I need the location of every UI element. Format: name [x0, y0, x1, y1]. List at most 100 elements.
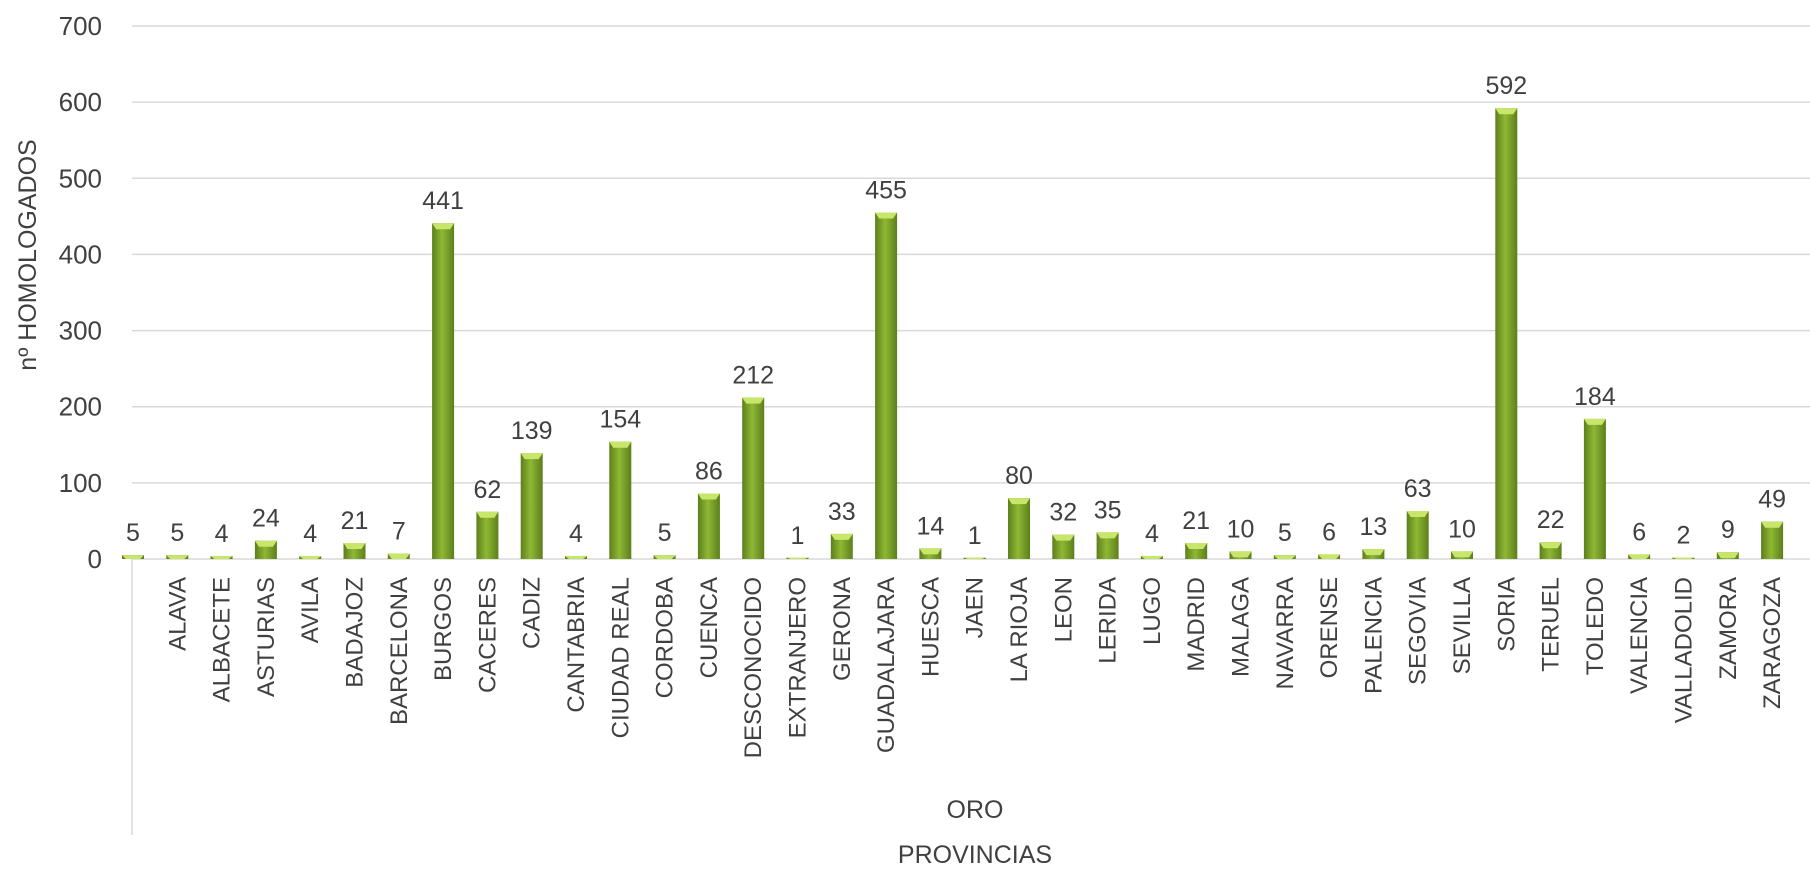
bar	[653, 555, 676, 559]
bar-body	[476, 511, 499, 559]
x-tick-label: ALBACETE	[209, 577, 236, 702]
gridlines	[132, 25, 1810, 560]
y-tick-label: 500	[59, 163, 102, 193]
bar-body	[830, 533, 853, 559]
data-label: 4	[569, 520, 583, 548]
bar-cap	[1583, 418, 1606, 425]
category-group-label: ORO	[947, 796, 1004, 824]
bar	[1229, 551, 1252, 559]
x-tick-label: BADAJOZ	[342, 577, 369, 688]
data-label: 5	[170, 519, 184, 547]
x-tick-label: CANTABRIA	[563, 577, 590, 713]
data-label: 10	[1227, 515, 1255, 543]
bar-cap	[1273, 555, 1296, 559]
x-tick-label: HUESCA	[917, 577, 944, 677]
bar-cap	[1716, 552, 1739, 559]
x-tick-label: DESCONOCIDO	[740, 577, 767, 758]
x-tick-label: CACERES	[474, 577, 501, 693]
bar-cap	[1539, 542, 1562, 549]
x-tick-label: ALAVA	[164, 577, 191, 651]
bar-cap	[1628, 554, 1651, 559]
bar-cap	[1140, 555, 1163, 559]
bar	[1716, 552, 1739, 559]
bar	[1583, 418, 1606, 559]
x-tick-label: GERONA	[829, 577, 856, 681]
bar-cap	[1495, 108, 1518, 115]
data-label: 212	[732, 362, 774, 390]
bar	[210, 555, 233, 559]
bar	[299, 555, 322, 559]
bar	[875, 212, 898, 560]
y-tick-label: 700	[59, 11, 102, 41]
bar-cap	[609, 441, 632, 448]
x-tick-label: LERIDA	[1095, 577, 1122, 664]
y-tick-label: 400	[59, 239, 102, 269]
bar-body	[609, 441, 632, 559]
x-tick-label: VALENCIA	[1626, 577, 1653, 694]
data-label: 4	[1145, 520, 1159, 548]
bar	[1362, 549, 1385, 559]
data-label: 21	[341, 507, 369, 535]
bar-cap	[875, 212, 898, 219]
bar-cap	[742, 397, 765, 404]
data-label: 455	[865, 177, 907, 205]
data-label: 5	[1278, 519, 1292, 547]
data-label: 10	[1448, 515, 1476, 543]
bar	[1495, 108, 1518, 559]
data-label: 35	[1094, 496, 1122, 524]
data-label: 2	[1677, 521, 1691, 549]
bar-cap	[963, 557, 986, 559]
data-label: 154	[599, 406, 641, 434]
bar	[254, 540, 277, 559]
bar-body	[432, 223, 455, 559]
x-tick-label: MADRID	[1183, 577, 1210, 672]
data-label: 5	[126, 519, 140, 547]
x-tick-label: PALENCIA	[1360, 577, 1387, 694]
data-label: 5	[658, 519, 672, 547]
bar	[1318, 554, 1341, 559]
bar-body	[1406, 511, 1429, 559]
bar-cap	[254, 540, 277, 547]
bar	[742, 397, 765, 559]
bar-cap	[1008, 498, 1030, 505]
data-label: 24	[252, 505, 280, 533]
bar-cap	[387, 553, 410, 559]
x-tick-label: CUENCA	[696, 577, 723, 678]
bar-cap	[1761, 521, 1784, 528]
bar-cap	[1229, 551, 1252, 558]
y-axis-title: nº HOMOLOGADOS	[14, 139, 42, 370]
data-label: 80	[1005, 462, 1033, 490]
x-tick-label: TOLEDO	[1582, 577, 1609, 675]
data-label: 4	[215, 520, 229, 548]
data-label: 1	[968, 522, 982, 550]
bar	[1628, 554, 1651, 559]
bar	[387, 553, 410, 559]
bar	[697, 493, 720, 559]
x-tick-label: CADIZ	[519, 577, 546, 649]
bar	[1140, 555, 1163, 559]
x-tick-label: JAEN	[962, 577, 989, 638]
bar-cap	[299, 555, 322, 559]
bar	[786, 557, 809, 559]
x-tick-label: SORIA	[1493, 577, 1520, 652]
bar	[520, 453, 543, 559]
data-label: 6	[1322, 518, 1336, 546]
bar-body	[1761, 521, 1784, 559]
bar	[565, 555, 587, 559]
x-tick-label: ZARAGOZA	[1759, 577, 1786, 709]
bar	[1672, 557, 1695, 559]
bar-body	[1052, 534, 1075, 559]
bar-body	[1495, 108, 1518, 559]
data-label: 139	[511, 417, 553, 445]
x-tick-label: ZAMORA	[1715, 577, 1742, 680]
data-label: 184	[1574, 383, 1616, 411]
data-label: 86	[695, 458, 723, 486]
x-tick-label: BURGOS	[430, 577, 457, 681]
y-tick-labels: 0 100 200 300 400 500 600 700	[59, 11, 102, 574]
data-label: 9	[1721, 516, 1735, 544]
bar-cap	[1406, 511, 1429, 518]
bar	[609, 441, 632, 559]
bar	[919, 548, 942, 559]
data-label: 6	[1632, 518, 1646, 546]
